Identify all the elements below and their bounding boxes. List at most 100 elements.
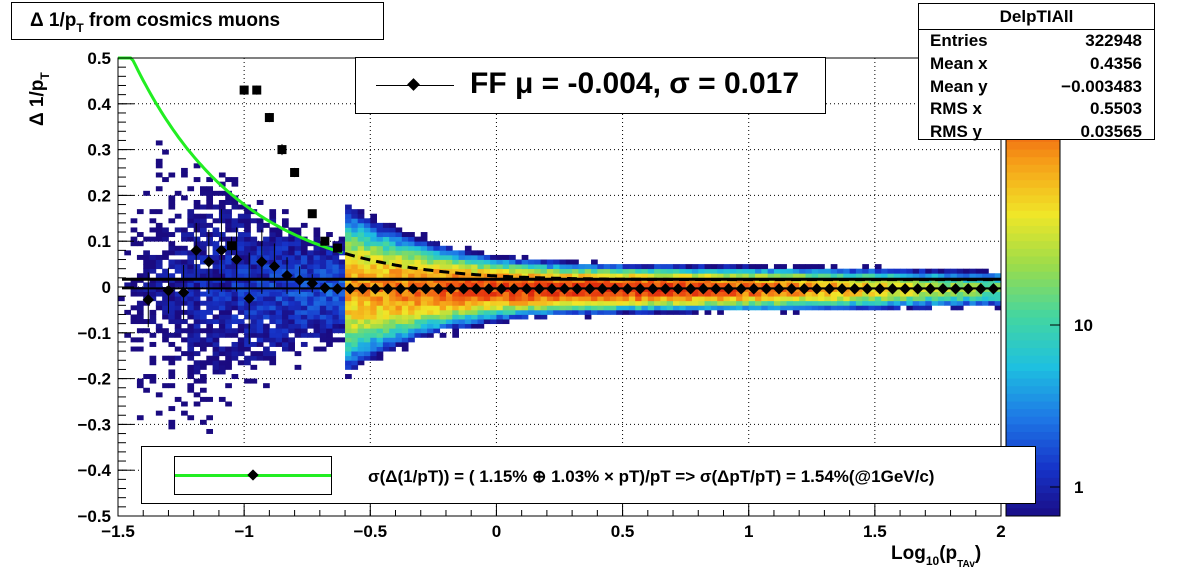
heatmap-cell	[218, 369, 226, 375]
y-tick-label: −0.5	[77, 507, 111, 526]
heatmap-cell	[395, 296, 403, 302]
heatmap-cell	[181, 401, 188, 407]
heatmap-cell	[244, 273, 251, 279]
heatmap-cell	[181, 296, 188, 302]
color-bar-segment	[1006, 241, 1060, 250]
heatmap-cell	[136, 291, 144, 297]
heatmap-cell	[174, 309, 182, 315]
heatmap-cell	[401, 332, 409, 338]
heatmap-cell	[237, 309, 245, 315]
heatmap-cell	[395, 250, 403, 256]
heatmap-cell	[181, 236, 188, 242]
heatmap-cell	[647, 268, 655, 274]
heatmap-cell	[483, 268, 491, 274]
heatmap-cell	[193, 319, 201, 325]
color-bar-segment	[1006, 248, 1060, 257]
heatmap-cell	[458, 291, 466, 297]
heatmap-cell	[584, 309, 592, 315]
heatmap-cell	[218, 364, 226, 370]
heatmap-cell	[313, 346, 321, 352]
color-bar-segment	[1006, 287, 1060, 296]
heatmap-cell	[673, 264, 680, 270]
heatmap-cell	[263, 268, 270, 274]
heatmap-cell	[218, 282, 226, 288]
heatmap-cell	[193, 204, 201, 210]
heatmap-cell	[237, 213, 245, 219]
heatmap-cell	[212, 291, 220, 297]
title-box: Δ 1/pT from cosmics muons	[11, 2, 384, 40]
heatmap-cell	[275, 250, 283, 256]
heatmap-cell	[956, 291, 964, 297]
heatmap-cell	[237, 264, 245, 270]
heatmap-cell	[225, 282, 232, 288]
heatmap-cell	[382, 236, 390, 242]
heatmap-cell	[199, 291, 207, 297]
heatmap-cell	[300, 291, 308, 297]
heatmap-cell	[206, 337, 214, 343]
heatmap-cell	[256, 300, 264, 306]
heatmap-cell	[502, 319, 510, 325]
heatmap-cell	[130, 346, 138, 352]
heatmap-cell	[584, 264, 592, 270]
heatmap-cell	[193, 369, 201, 375]
heatmap-cell	[401, 323, 409, 329]
heatmap-cell	[218, 254, 226, 260]
heatmap-cell	[187, 232, 195, 238]
heatmap-cell	[269, 319, 277, 325]
heatmap-cell	[269, 232, 277, 238]
heatmap-cell	[199, 268, 207, 274]
heatmap-cell	[818, 291, 825, 297]
heatmap-cell	[363, 222, 371, 228]
mean-point	[722, 283, 735, 295]
heatmap-cell	[773, 291, 781, 297]
heatmap-cell	[313, 245, 321, 251]
heatmap-cell	[162, 300, 169, 306]
heatmap-cell	[155, 291, 163, 297]
mean-point	[773, 283, 785, 295]
heatmap-cell	[685, 309, 693, 315]
heatmap-cell	[572, 259, 579, 265]
heatmap-cell	[263, 291, 270, 297]
heatmap-cell	[471, 250, 478, 256]
heatmap-cell	[136, 328, 144, 334]
heatmap-cell	[193, 287, 201, 292]
heatmap-cell	[363, 332, 371, 338]
heatmap-cell	[351, 227, 359, 233]
heatmap-cell	[345, 241, 352, 247]
heatmap-cell	[363, 341, 371, 347]
heatmap-cell	[445, 319, 453, 325]
heatmap-cell	[900, 300, 907, 306]
heatmap-cell	[181, 250, 188, 256]
heatmap-cell	[281, 314, 289, 320]
heatmap-cell	[780, 282, 787, 288]
heatmap-cell	[351, 264, 359, 270]
heatmap-cell	[281, 241, 289, 247]
heatmap-cell	[269, 273, 277, 279]
heatmap-cell	[439, 296, 447, 302]
heatmap-cell	[244, 232, 251, 238]
heatmap-cell	[206, 332, 214, 338]
color-bar-segment	[1006, 363, 1060, 372]
mean-point	[546, 283, 558, 295]
heatmap-cell	[408, 314, 415, 320]
heatmap-cell	[193, 177, 201, 183]
heatmap-cell	[237, 222, 245, 228]
heatmap-cell	[237, 250, 245, 256]
heatmap-cell	[673, 296, 680, 302]
heatmap-cell	[382, 323, 390, 329]
heatmap-cell	[994, 282, 1002, 288]
heatmap-cell	[685, 300, 693, 306]
heatmap-cell	[149, 319, 157, 325]
heatmap-cell	[332, 296, 340, 302]
heatmap-cell	[143, 190, 150, 196]
heatmap-cell	[244, 323, 251, 329]
heatmap-cell	[307, 309, 314, 315]
heatmap-cell	[281, 346, 289, 352]
heatmap-cell	[244, 282, 251, 288]
heatmap-cell	[704, 296, 712, 302]
heatmap-cell	[244, 300, 251, 306]
heatmap-cell	[900, 296, 907, 302]
heatmap-cell	[143, 282, 150, 288]
heatmap-cell	[792, 264, 800, 270]
